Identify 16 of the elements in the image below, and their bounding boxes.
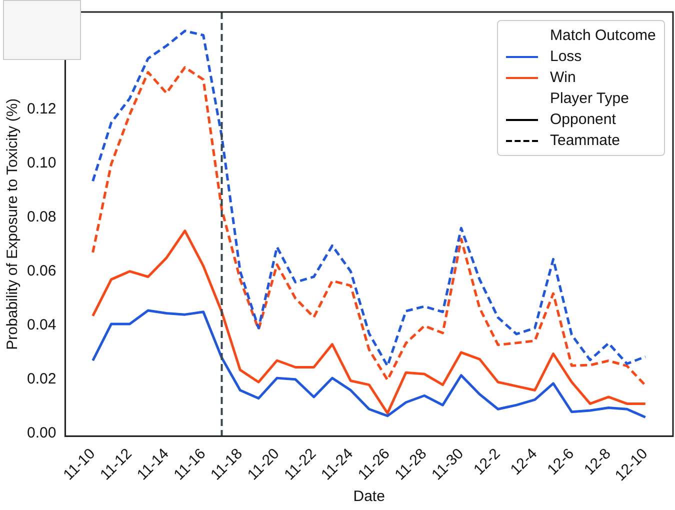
legend-title: Match Outcome — [550, 27, 656, 44]
legend-label: Teammate — [550, 132, 620, 149]
x-axis-title: Date — [353, 488, 385, 506]
line-series — [92, 66, 647, 387]
y-tick-label: 0.02 — [26, 370, 56, 388]
legend-label: Win — [550, 69, 576, 86]
legend-label: Opponent — [550, 111, 616, 128]
legend-label: Loss — [550, 48, 582, 65]
y-tick-label: 0.04 — [26, 316, 56, 334]
y-tick-label: 0.12 — [26, 100, 56, 118]
text: Player Type — [550, 90, 629, 107]
y-tick-label: 0.10 — [26, 154, 56, 172]
y-tick-label: 0.06 — [26, 262, 56, 280]
y-axis-title: Probability of Exposure to Toxicity (%) — [4, 98, 22, 350]
y-tick-label: 0.00 — [26, 424, 56, 442]
y-tick-label: 0.08 — [26, 208, 56, 226]
